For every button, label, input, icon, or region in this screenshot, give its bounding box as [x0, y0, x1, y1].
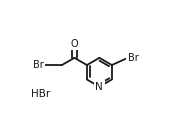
- Text: HBr: HBr: [31, 89, 50, 99]
- Text: N: N: [95, 82, 103, 92]
- Text: Br: Br: [128, 53, 139, 63]
- Text: Br: Br: [33, 60, 44, 70]
- Text: O: O: [71, 39, 78, 49]
